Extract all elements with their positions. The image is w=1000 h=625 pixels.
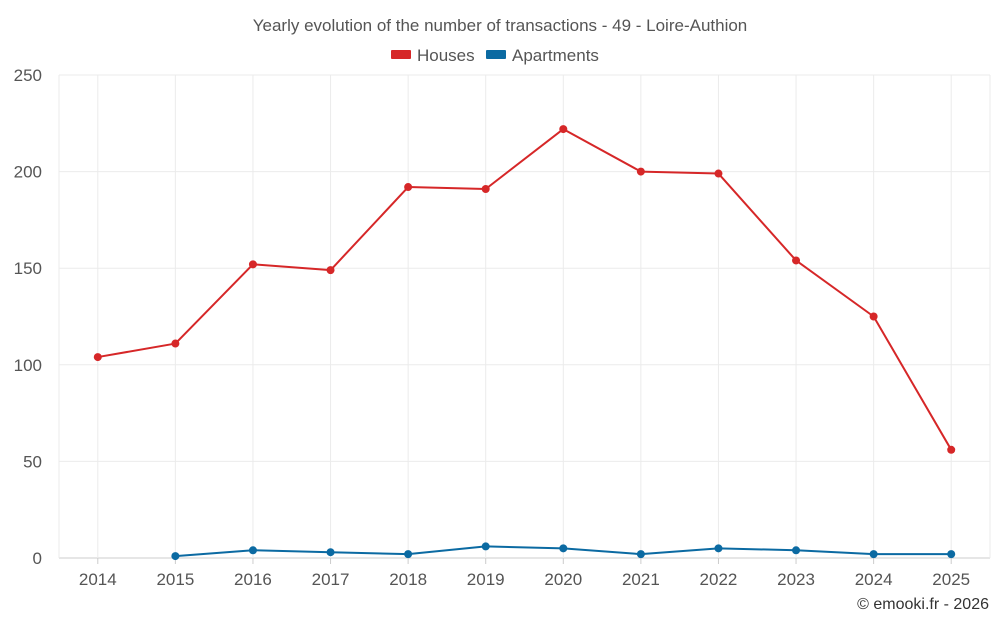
data-point-apartments[interactable] xyxy=(792,546,801,555)
x-axis: 2014 2015 2016 2017 2018 2019 2020 2021 2022 2023… xyxy=(79,558,970,589)
x-tick-label: 2024 xyxy=(855,570,893,589)
x-tick-label: 2017 xyxy=(312,570,350,589)
x-tick-label: 2018 xyxy=(389,570,427,589)
data-point-apartments[interactable] xyxy=(326,548,335,557)
x-tick-label: 2023 xyxy=(777,570,815,589)
legend-item-apartments[interactable]: Apartments xyxy=(486,46,599,65)
data-point-houses[interactable] xyxy=(171,339,180,348)
data-point-apartments[interactable] xyxy=(248,546,257,555)
legend-label-houses: Houses xyxy=(417,46,475,65)
credit-text: © emooki.fr - 2026 xyxy=(857,596,989,613)
data-point-houses[interactable] xyxy=(481,184,490,193)
y-tick-label: 200 xyxy=(14,163,42,182)
legend: Houses Apartments xyxy=(391,46,599,65)
data-point-houses[interactable] xyxy=(714,169,723,178)
series-houses xyxy=(93,125,956,454)
x-tick-label: 2019 xyxy=(467,570,505,589)
data-point-apartments[interactable] xyxy=(171,552,180,561)
y-axis: 0 50 100 150 200 250 xyxy=(14,66,42,568)
data-point-houses[interactable] xyxy=(404,183,413,192)
y-tick-label: 250 xyxy=(14,66,42,85)
series-layer xyxy=(93,125,956,561)
y-tick-label: 100 xyxy=(14,356,42,375)
x-tick-label: 2021 xyxy=(622,570,660,589)
x-tick-label: 2014 xyxy=(79,570,117,589)
data-point-houses[interactable] xyxy=(326,266,335,275)
x-tick-label: 2016 xyxy=(234,570,272,589)
data-point-apartments[interactable] xyxy=(869,550,878,559)
data-point-houses[interactable] xyxy=(947,445,956,454)
y-tick-label: 150 xyxy=(14,259,42,278)
y-tick-label: 50 xyxy=(23,452,42,471)
data-point-apartments[interactable] xyxy=(636,550,645,559)
x-tick-label: 2015 xyxy=(156,570,194,589)
series-apartments xyxy=(171,542,956,561)
data-point-houses[interactable] xyxy=(559,125,568,134)
legend-label-apartments: Apartments xyxy=(512,46,599,65)
x-tick-label: 2022 xyxy=(700,570,738,589)
legend-swatch-apartments xyxy=(486,50,506,59)
data-point-houses[interactable] xyxy=(636,167,645,176)
chart-title: Yearly evolution of the number of transa… xyxy=(253,16,748,35)
data-point-houses[interactable] xyxy=(248,260,257,269)
x-tick-label: 2020 xyxy=(544,570,582,589)
data-point-houses[interactable] xyxy=(869,312,878,321)
data-point-apartments[interactable] xyxy=(404,550,413,559)
x-tick-label: 2025 xyxy=(932,570,970,589)
data-point-apartments[interactable] xyxy=(481,542,490,551)
data-point-apartments[interactable] xyxy=(947,550,956,559)
series-line-houses xyxy=(97,128,953,451)
data-point-apartments[interactable] xyxy=(714,544,723,553)
legend-item-houses[interactable]: Houses xyxy=(391,46,475,65)
data-point-apartments[interactable] xyxy=(559,544,568,553)
data-point-houses[interactable] xyxy=(792,256,801,265)
gridlines xyxy=(58,74,991,559)
data-point-houses[interactable] xyxy=(93,353,102,362)
y-tick-label: 0 xyxy=(33,549,42,568)
legend-swatch-houses xyxy=(391,50,411,59)
